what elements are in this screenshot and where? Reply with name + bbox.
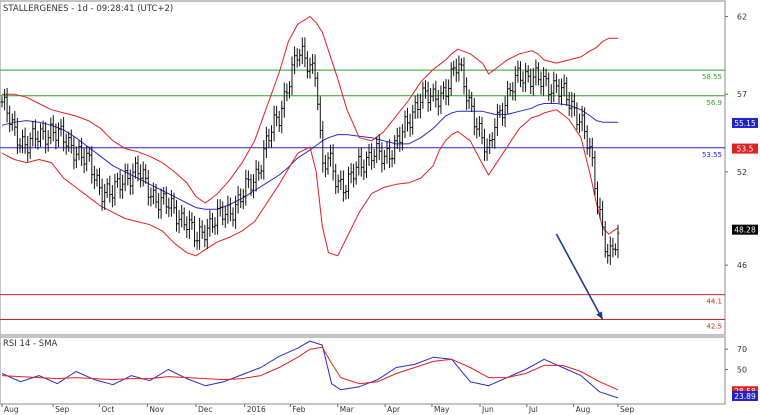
overlay-line	[1, 109, 619, 257]
value-tag-label: 48.28	[734, 226, 756, 235]
value-tag-label: 23.89	[734, 392, 756, 401]
y-tick-label: 70	[737, 345, 747, 354]
y-tick-label: 52	[737, 168, 747, 177]
x-tick-label: Aug	[576, 405, 591, 414]
value-tag-label: 55.15	[734, 119, 756, 128]
x-tick-label: Aug	[4, 405, 19, 414]
overlay-line	[1, 103, 618, 210]
y-tick-label: 50	[737, 365, 747, 374]
value-tag-label: 53.5	[737, 145, 754, 154]
trend-arrow-head	[596, 311, 603, 320]
y-tick-label: 57	[737, 90, 747, 99]
x-tick-label: 2016	[247, 405, 266, 414]
level-label: 53.55	[702, 151, 722, 159]
overlay-line	[2, 16, 618, 204]
x-tick-label: Oct	[101, 405, 114, 414]
y-tick-label: 62	[737, 13, 747, 22]
price-panel-frame	[0, 0, 726, 336]
x-tick-label: Jun	[481, 405, 494, 414]
overlay-series	[1, 16, 619, 257]
x-tick-label: Jul	[528, 405, 538, 414]
value-tag	[732, 390, 758, 401]
indicator-panel: RSI 14 - SMA 70 50 28.5823.89	[0, 336, 758, 405]
x-tick-label: Mar	[340, 405, 355, 414]
indicator-line	[1, 340, 619, 399]
trend-arrow	[555, 233, 604, 320]
x-tick-label: Apr	[387, 405, 401, 414]
indicator-line	[1, 346, 619, 391]
x-tick-label: Nov	[149, 405, 164, 414]
indicator-y-axis: 70 50	[725, 345, 747, 374]
horizontal-levels: 58.55 56.9 53.55 44.1 42.5	[0, 69, 725, 330]
price-y-axis: 62 57 52 46	[725, 13, 747, 270]
price-value-tags: 55.15 53.5 48.28	[732, 117, 758, 235]
value-tag	[732, 224, 758, 235]
x-tick-label: Sep	[55, 405, 69, 414]
value-tag	[732, 143, 758, 154]
x-tick-label: Feb	[292, 405, 306, 414]
level-label: 56.9	[706, 99, 722, 107]
level-label: 58.55	[702, 73, 722, 81]
x-tick-label: Dec	[198, 405, 213, 414]
x-tick-label: Sep	[620, 405, 634, 414]
chart-title: STALLERGENES - 1d - 09:28:41 (UTC+2)	[3, 4, 173, 14]
level-label: 42.5	[706, 322, 722, 330]
x-axis: Aug Sep Oct Nov Dec 2016 Feb Mar Apr May Jun Jul Aug…	[1, 404, 634, 414]
indicator-title: RSI 14 - SMA	[3, 339, 58, 349]
y-tick-label: 46	[737, 261, 747, 270]
x-tick-label: May	[434, 405, 450, 414]
indicator-panel-frame	[0, 336, 726, 405]
level-label: 44.1	[706, 298, 722, 306]
price-panel: STALLERGENES - 1d - 09:28:41 (UTC+2) 58.…	[0, 0, 758, 336]
price-series	[0, 37, 620, 265]
indicator-value-tags: 28.5823.89	[732, 386, 758, 401]
indicator-series	[1, 340, 619, 399]
value-tag	[732, 117, 758, 128]
trend-arrow-shaft	[555, 233, 604, 320]
